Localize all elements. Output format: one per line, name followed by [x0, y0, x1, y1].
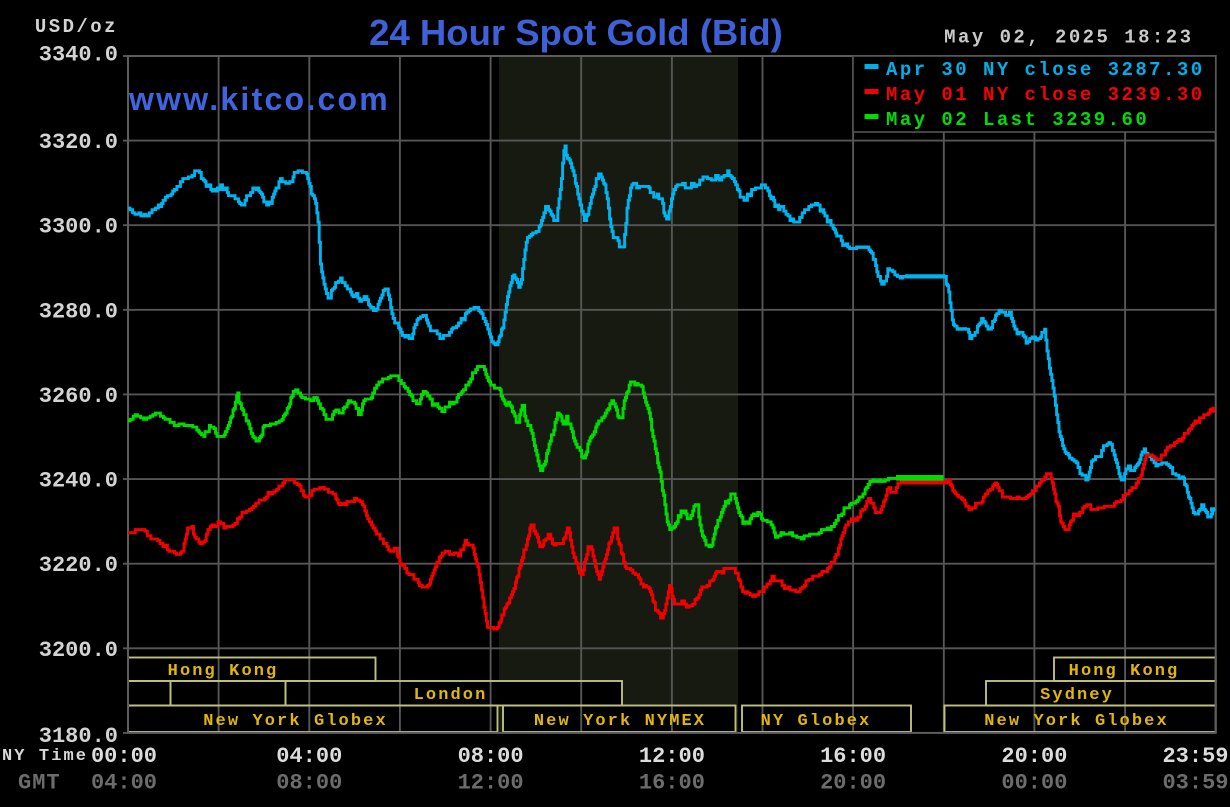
svg-text:16:00: 16:00 [639, 771, 705, 796]
svg-text:New York Globex: New York Globex [203, 712, 388, 731]
svg-text:New York NYMEX: New York NYMEX [534, 712, 706, 731]
svg-text:12:00: 12:00 [458, 771, 524, 796]
svg-text:3340.0: 3340.0 [39, 43, 118, 68]
svg-text:20:00: 20:00 [1001, 744, 1067, 769]
svg-text:00:00: 00:00 [1001, 771, 1067, 796]
svg-text:www.kitco.com: www.kitco.com [128, 81, 390, 117]
svg-text:3200.0: 3200.0 [39, 638, 118, 663]
svg-text:Sydney: Sydney [1040, 686, 1114, 705]
svg-text:16:00: 16:00 [820, 744, 886, 769]
svg-text:04:00: 04:00 [276, 744, 342, 769]
svg-text:24 Hour Spot Gold (Bid): 24 Hour Spot Gold (Bid) [369, 12, 783, 53]
svg-text:Hong Kong: Hong Kong [168, 662, 279, 681]
svg-text:20:00: 20:00 [820, 771, 886, 796]
svg-text:Hong Kong: Hong Kong [1069, 662, 1180, 681]
svg-text:3320.0: 3320.0 [39, 130, 118, 155]
svg-text:Apr 30 NY close 3287.30: Apr 30 NY close 3287.30 [886, 59, 1205, 81]
svg-text:NY Globex: NY Globex [761, 712, 872, 731]
svg-text:May 02, 2025 18:23: May 02, 2025 18:23 [944, 27, 1193, 49]
svg-text:08:00: 08:00 [458, 744, 524, 769]
svg-text:3180.0: 3180.0 [39, 724, 118, 749]
svg-text:04:00: 04:00 [91, 771, 157, 796]
svg-text:23:59: 23:59 [1162, 744, 1228, 769]
svg-text:May 02 Last 3239.60: May 02 Last 3239.60 [886, 109, 1149, 131]
svg-text:00:00: 00:00 [91, 744, 157, 769]
svg-text:GMT: GMT [18, 771, 61, 796]
svg-text:NY Time: NY Time [2, 747, 88, 766]
svg-text:3300.0: 3300.0 [39, 215, 118, 240]
svg-text:3240.0: 3240.0 [39, 469, 118, 494]
svg-text:3260.0: 3260.0 [39, 384, 118, 409]
svg-text:03:59: 03:59 [1162, 771, 1228, 796]
svg-text:USD/oz: USD/oz [35, 16, 118, 38]
svg-text:London: London [414, 686, 488, 705]
svg-text:08:00: 08:00 [276, 771, 342, 796]
svg-text:3280.0: 3280.0 [39, 299, 118, 324]
svg-text:New York Globex: New York Globex [984, 712, 1169, 731]
svg-text:12:00: 12:00 [639, 744, 705, 769]
svg-text:3220.0: 3220.0 [39, 553, 118, 578]
svg-text:May 01 NY close 3239.30: May 01 NY close 3239.30 [886, 84, 1205, 106]
